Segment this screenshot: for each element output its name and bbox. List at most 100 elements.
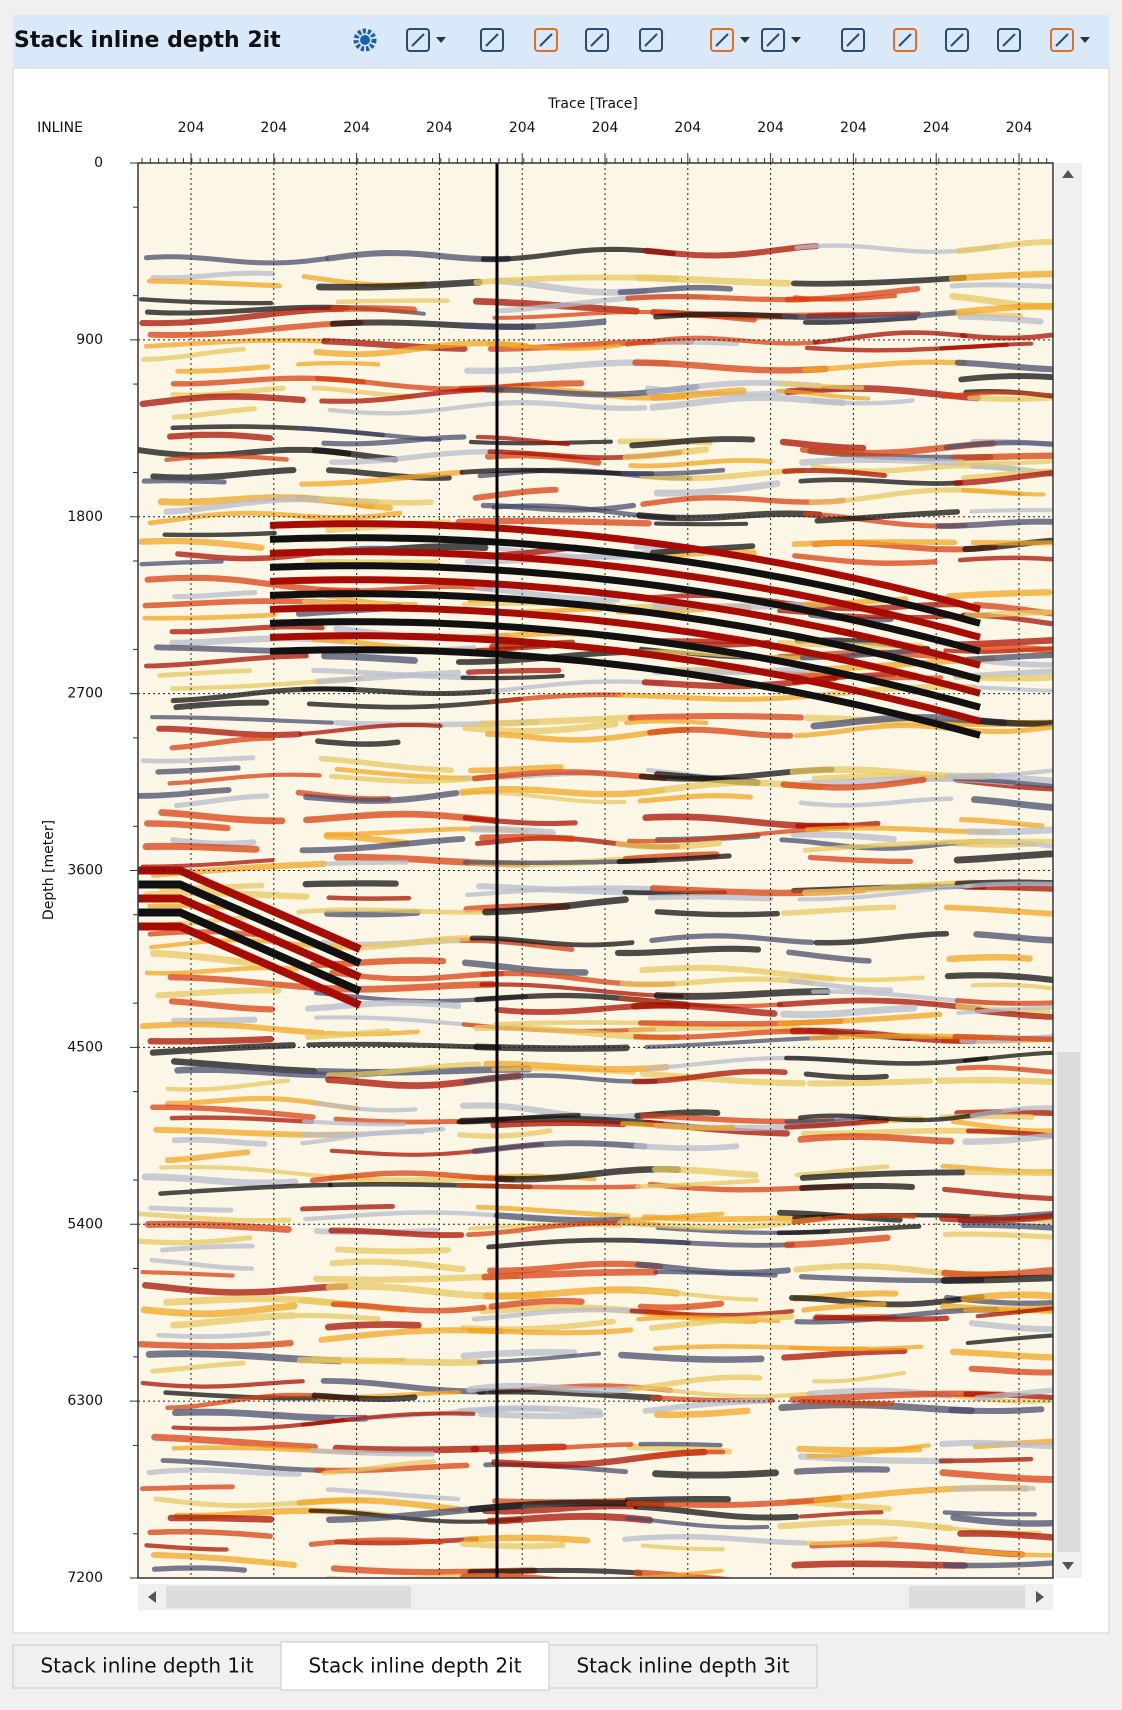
y-tick-label: 0 [94, 155, 103, 171]
inline-row-label: INLINE [37, 120, 83, 136]
reflector [154, 1568, 244, 1570]
v-scroll-thumb[interactable] [1057, 1052, 1080, 1552]
h-scroll-thumb[interactable] [166, 1586, 411, 1608]
window-title: Stack inline depth 2it [14, 28, 281, 53]
reflector [945, 1512, 1035, 1514]
reflector [338, 301, 448, 302]
reflector [463, 676, 563, 678]
y-tick-label: 900 [76, 332, 103, 348]
reflector [459, 1185, 639, 1187]
reflector [651, 897, 771, 899]
inline-label: 204 [757, 120, 784, 136]
reflector [941, 1459, 1031, 1461]
reflector [950, 957, 1030, 959]
reflector [174, 1020, 254, 1021]
reflector [626, 721, 706, 723]
reflector [171, 1518, 271, 1520]
reflector [797, 1469, 887, 1471]
reflector [657, 912, 777, 915]
reflector [338, 1249, 448, 1251]
reflector [463, 1544, 563, 1547]
inline-label: 204 [509, 120, 536, 136]
y-tick-label: 2700 [67, 686, 103, 702]
reflector [791, 1347, 921, 1349]
inline-label: 204 [923, 120, 950, 136]
reflector [817, 1317, 947, 1319]
reflector [142, 562, 222, 565]
reflector [795, 1564, 965, 1566]
y-axis-title: Depth [meter] [41, 820, 57, 920]
inline-label: 204 [260, 120, 287, 136]
reflector [144, 481, 224, 482]
reflector [170, 435, 270, 438]
reflector [146, 846, 256, 849]
reflector [329, 898, 409, 899]
reflector [637, 1146, 737, 1148]
reflector [165, 533, 275, 535]
reflector [794, 542, 954, 544]
reflector [299, 910, 489, 913]
reflector [141, 1343, 291, 1346]
tab-label: Stack inline depth 1it [40, 1654, 253, 1678]
gear-hub [360, 35, 370, 45]
reflector [459, 521, 649, 524]
reflector [142, 1487, 232, 1489]
reflector [300, 1360, 480, 1362]
reflector [802, 1401, 892, 1403]
reflector [469, 670, 559, 672]
reflector [802, 1186, 912, 1188]
reflector [472, 829, 552, 833]
h-scroll-thumb-right[interactable] [909, 1586, 1025, 1608]
reflector [656, 342, 736, 344]
reflector [942, 1443, 1052, 1447]
reflector [467, 1538, 587, 1541]
y-tick-label: 3600 [67, 863, 103, 879]
reflector [656, 314, 796, 317]
reflector [151, 1039, 271, 1041]
reflector [298, 363, 378, 364]
reflector [949, 592, 1049, 596]
reflector [802, 460, 962, 463]
inline-label: 204 [426, 120, 453, 136]
reflector [641, 1444, 721, 1445]
reflector [964, 1295, 1054, 1299]
reflector [326, 862, 406, 864]
reflector [306, 883, 396, 884]
inline-label: 204 [674, 120, 701, 136]
reflector [493, 1123, 623, 1125]
reflector [656, 1473, 776, 1475]
tab-label: Stack inline depth 2it [308, 1654, 521, 1678]
reflector [810, 1081, 930, 1084]
y-tick-label: 5400 [67, 1216, 103, 1232]
reflector [481, 1414, 601, 1416]
reflector [656, 524, 746, 525]
inline-label: 204 [592, 120, 619, 136]
reflector [628, 297, 808, 300]
reflector [318, 741, 398, 744]
y-tick-label: 1800 [67, 509, 103, 525]
reflector [954, 1488, 1034, 1489]
reflector [955, 1037, 1055, 1040]
plot-area [138, 163, 1053, 1578]
reflector [631, 716, 801, 718]
tab-label: Stack inline depth 3it [576, 1654, 789, 1678]
x-axis-title: Trace [Trace] [547, 96, 638, 112]
reflector [939, 1080, 1059, 1082]
inline-label: 204 [840, 120, 867, 136]
reflector [334, 308, 414, 309]
reflector [303, 1206, 393, 1209]
y-tick-label: 6300 [67, 1393, 103, 1409]
inline-label: 204 [178, 120, 205, 136]
reflector [307, 561, 437, 562]
reflector [949, 841, 1059, 842]
reflector [951, 1409, 1041, 1411]
tab-bar: Stack inline depth 1it Stack inline depth… [13, 1642, 817, 1690]
inline-label: 204 [1006, 120, 1033, 136]
reflector [328, 1325, 418, 1328]
reflector [471, 1330, 631, 1333]
reflector [641, 1304, 721, 1308]
y-tick-label: 7200 [67, 1570, 103, 1586]
inline-label: 204 [343, 120, 370, 136]
